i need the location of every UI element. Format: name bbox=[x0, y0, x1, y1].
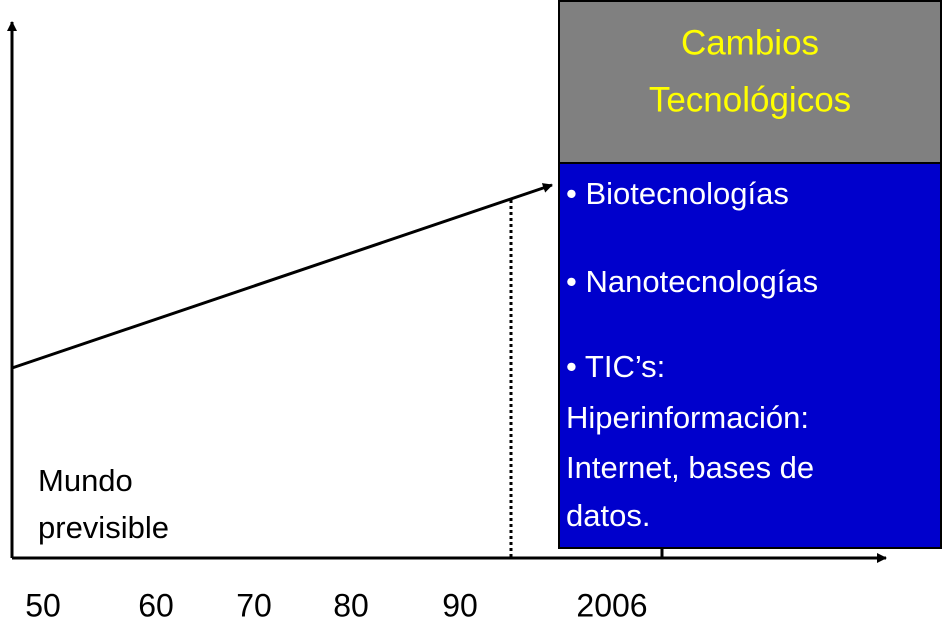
x-label: 90 bbox=[442, 587, 478, 623]
box-body bbox=[558, 162, 942, 549]
bullet: • TIC’s: bbox=[566, 349, 665, 384]
box-title: Tecnológicos bbox=[649, 80, 851, 119]
bullet: • Biotecnologías bbox=[566, 176, 789, 211]
x-label: 70 bbox=[236, 587, 272, 623]
trend-arrow bbox=[11, 183, 553, 370]
bullet: datos. bbox=[566, 498, 650, 533]
bullet: Hiperinformación: bbox=[566, 400, 809, 435]
bullet: • Nanotecnologías bbox=[566, 264, 818, 299]
x-label: 80 bbox=[333, 587, 369, 623]
x-label: 50 bbox=[25, 587, 61, 623]
label: previsible bbox=[38, 510, 169, 545]
label: Mundo bbox=[38, 463, 133, 498]
bullet: Internet, bases de bbox=[566, 450, 814, 485]
x-label: 2006 bbox=[576, 587, 647, 623]
box-title: Cambios bbox=[681, 23, 819, 62]
x-label: 60 bbox=[138, 587, 174, 623]
box-header bbox=[558, 0, 942, 164]
